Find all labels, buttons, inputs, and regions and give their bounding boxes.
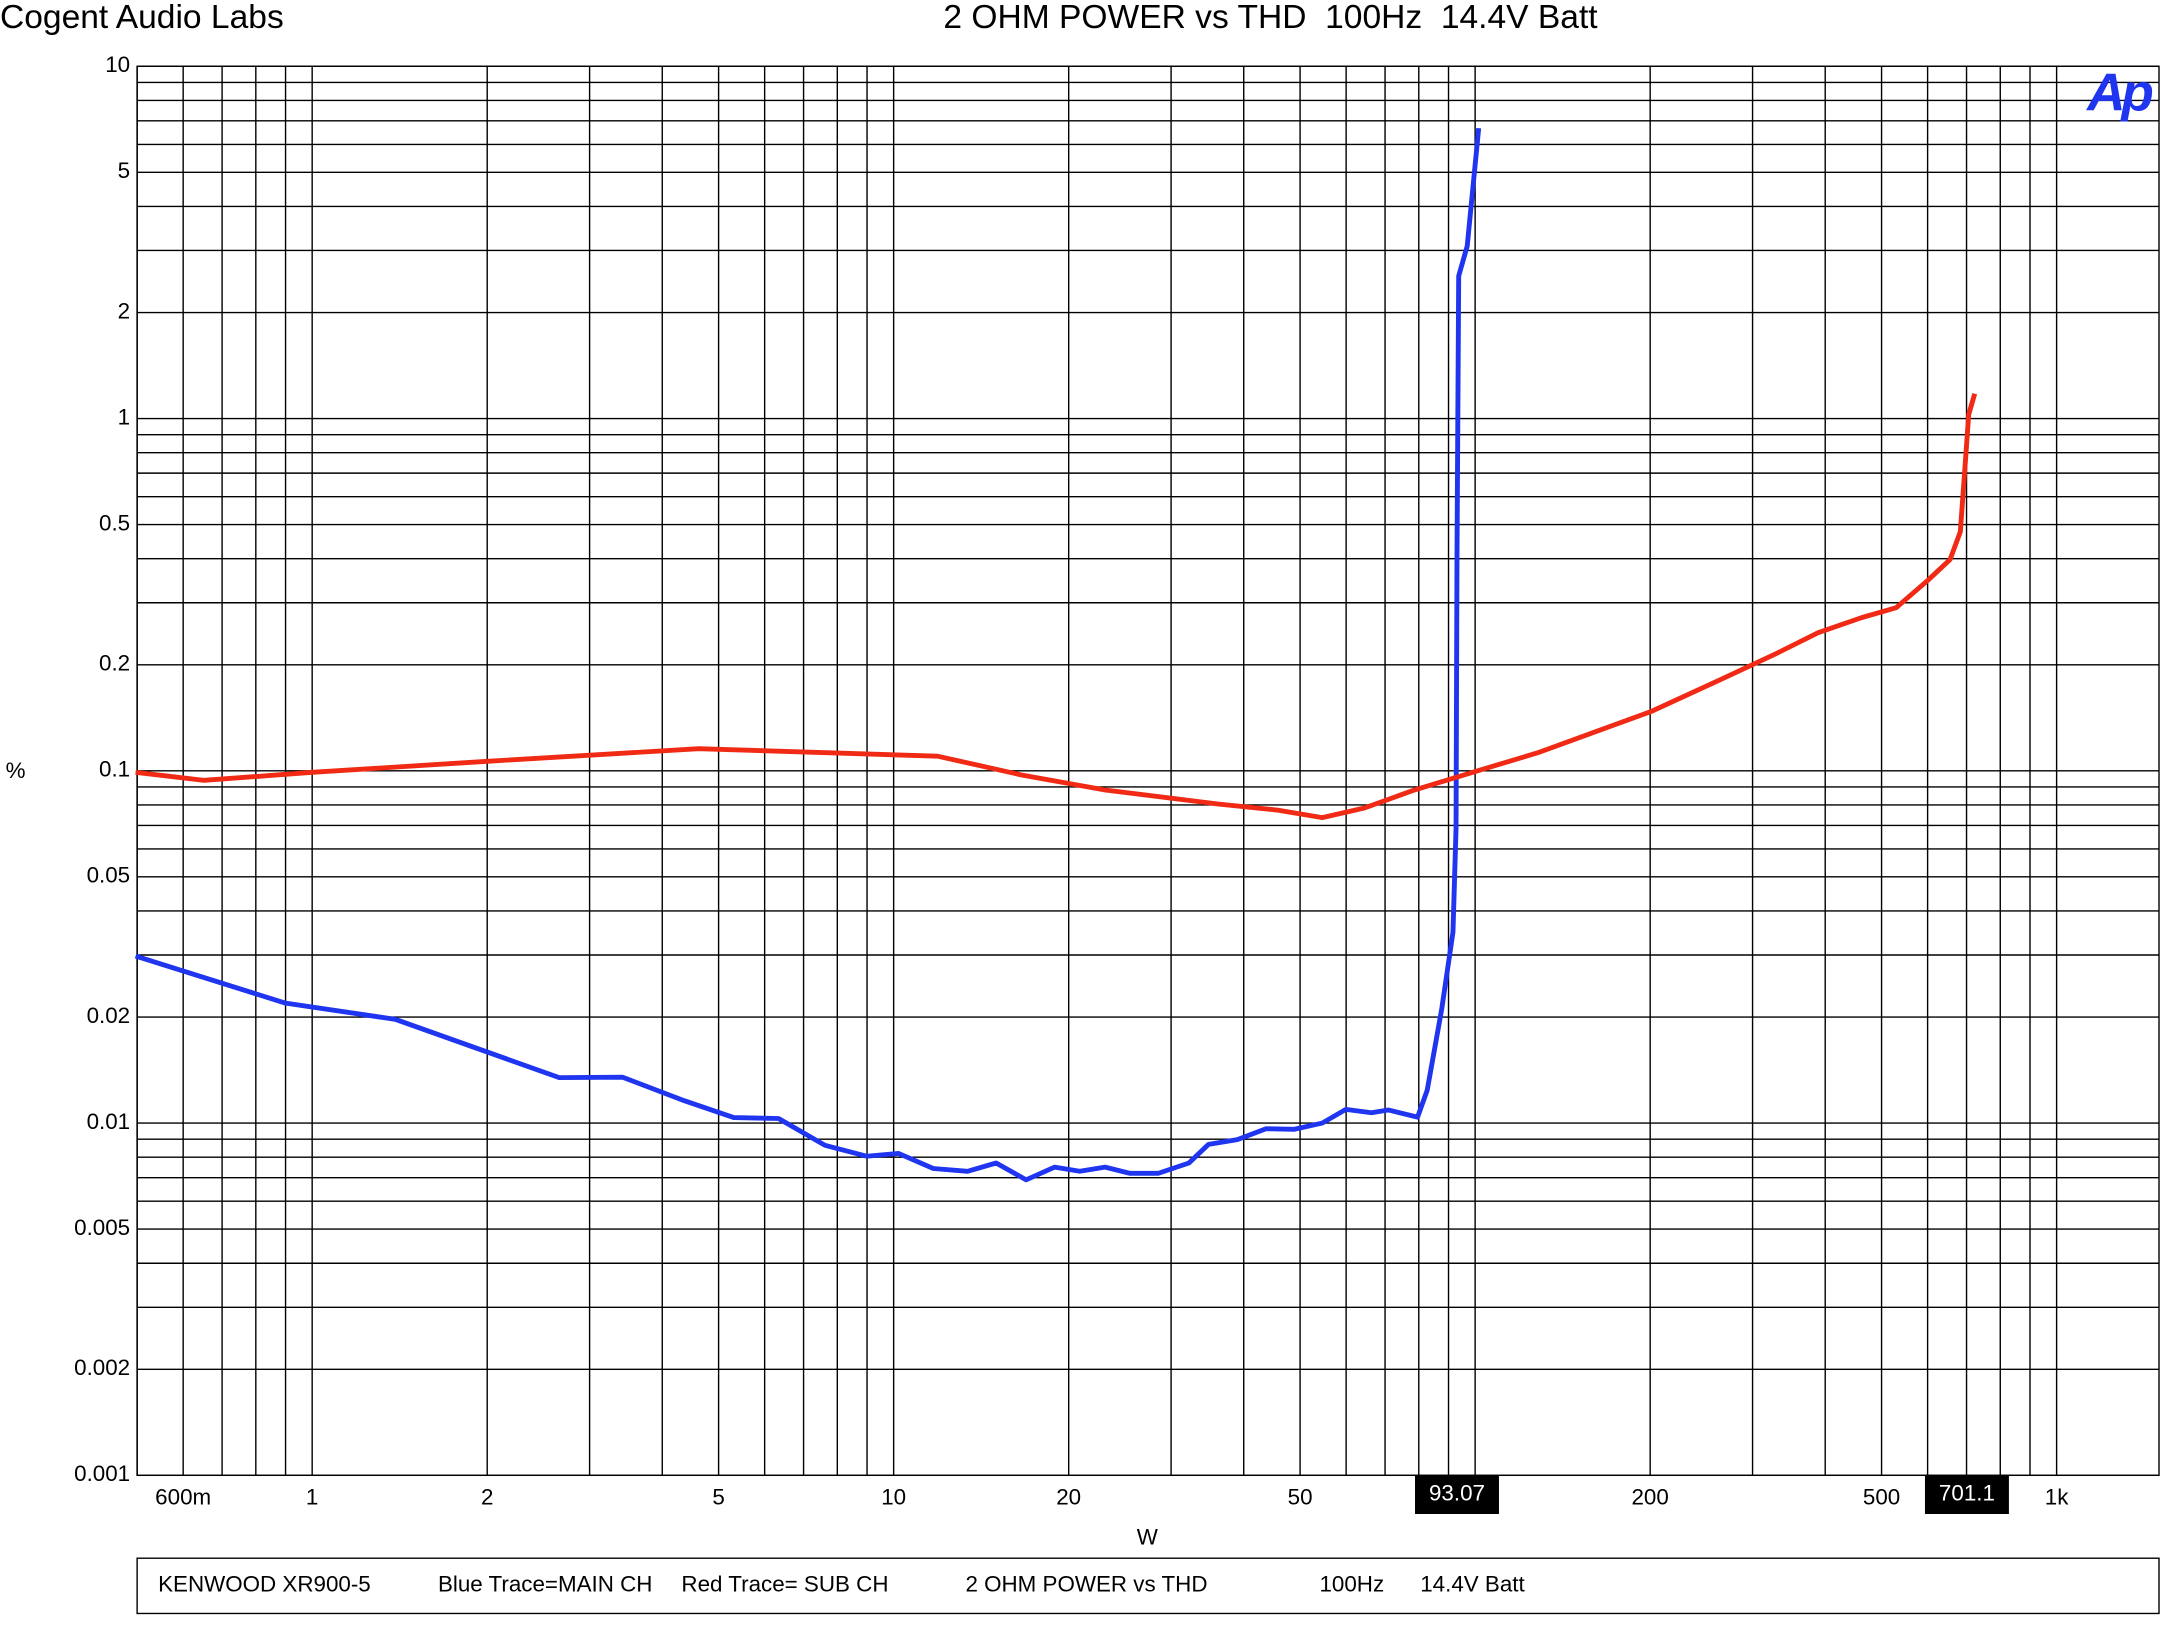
- y-tick-label: 0.005: [74, 1215, 130, 1240]
- x-tick-label: 50: [1288, 1485, 1313, 1510]
- x-axis-label: W: [1137, 1525, 1158, 1550]
- cursor-label: 93.07: [1429, 1481, 1485, 1506]
- x-tick-label: 500: [1863, 1485, 1900, 1510]
- footer-text: KENWOOD XR900-5: [158, 1572, 371, 1597]
- x-tick-label: 10: [881, 1485, 906, 1510]
- logo: Ap: [2085, 64, 2152, 123]
- y-tick-label: 0.01: [87, 1109, 131, 1134]
- data-line: [135, 393, 1978, 821]
- y-tick-label: 0.001: [74, 1461, 130, 1486]
- cursor-marker: [1924, 1475, 2009, 1515]
- footer-text: Blue Trace=MAIN CH: [438, 1572, 653, 1597]
- header: Cogent Audio Labs: [0, 0, 284, 36]
- footer-text: 2 OHM POWER vs THD: [965, 1572, 1207, 1597]
- y-tick-label: 0.5: [99, 511, 130, 536]
- y-tick-label: 0.002: [74, 1355, 130, 1380]
- footer-text: 14.4V Batt: [1420, 1572, 1525, 1597]
- y-tick-label: 2: [118, 298, 130, 323]
- x-tick-label: 600m: [155, 1485, 211, 1510]
- chart-title: 2 OHM POWER vs THD 100Hz 14.4V Batt: [943, 0, 1598, 36]
- cursor-marker: [1415, 1475, 1499, 1515]
- y-tick-label: 10: [105, 52, 130, 77]
- y-tick-label: 0.2: [99, 651, 130, 676]
- x-tick-label: 2: [481, 1485, 493, 1510]
- y-tick-label: 0.1: [99, 757, 130, 782]
- x-tick-label: 200: [1631, 1485, 1668, 1510]
- cursor-label: 701.1: [1939, 1481, 1995, 1506]
- data-line: [134, 127, 1482, 1183]
- x-tick-label: 1: [306, 1485, 318, 1510]
- y-axis-label: %: [6, 758, 26, 783]
- footer-box: [136, 1557, 2160, 1615]
- x-tick-label: 5: [712, 1485, 724, 1510]
- y-tick-label: 1: [118, 405, 130, 430]
- x-tick-label: 1k: [2045, 1485, 2070, 1510]
- y-tick-label: 0.02: [87, 1003, 131, 1028]
- y-tick-label: 5: [118, 158, 130, 183]
- footer-text: Red Trace= SUB CH: [681, 1572, 888, 1597]
- x-tick-label: 20: [1056, 1485, 1081, 1510]
- footer-text: 100Hz: [1319, 1572, 1384, 1597]
- y-tick-label: 0.05: [87, 863, 131, 888]
